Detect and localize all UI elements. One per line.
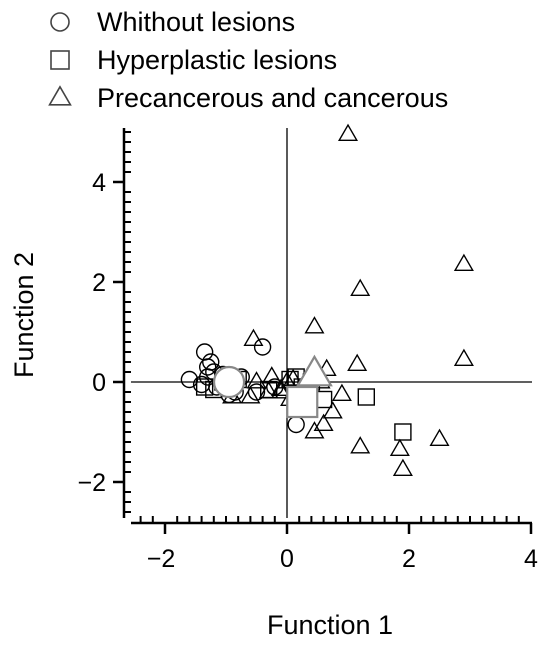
legend-item: Whithout lesions	[50, 7, 295, 37]
triangle-point	[246, 371, 267, 389]
x-axis-title: Function 1	[267, 610, 393, 640]
axes: −2 0 2 4 −2 0 2 4	[77, 128, 538, 573]
legend-label: Precancerous and cancerous	[97, 83, 448, 113]
triangle-point	[304, 316, 325, 334]
triangle-point	[283, 368, 304, 386]
triangle-centroid	[296, 354, 333, 387]
triangle-point	[240, 386, 261, 404]
triangle-point	[243, 328, 264, 346]
triangle-point	[304, 421, 325, 439]
x-tick-label: 2	[402, 545, 416, 573]
legend-square-icon	[50, 50, 70, 70]
x-tick-label: −2	[147, 545, 176, 573]
legend-item: Hyperplastic lesions	[50, 45, 337, 75]
square-point	[195, 378, 214, 396]
square-centroid	[286, 385, 319, 419]
x-tick-label: 4	[524, 545, 538, 573]
square-point	[357, 388, 375, 406]
circle-point	[198, 358, 217, 376]
circle-point	[253, 338, 272, 356]
triangle-point	[313, 413, 334, 431]
triangle-point	[347, 353, 368, 371]
triangle-point	[350, 436, 371, 454]
triangle-point	[331, 383, 352, 401]
group-centroids	[212, 354, 333, 419]
triangle-point	[350, 278, 371, 296]
x-tick-label: 0	[280, 545, 294, 573]
triangle-point	[270, 381, 291, 399]
triangle-point	[453, 348, 474, 366]
triangle-point	[392, 458, 413, 476]
legend-label: Whithout lesions	[97, 7, 295, 37]
triangle-point	[322, 401, 343, 419]
y-tick-label: 2	[92, 269, 106, 297]
y-tick-label: 4	[92, 169, 106, 197]
legend-label: Hyperplastic lesions	[97, 45, 337, 75]
square-point	[394, 423, 412, 441]
circle-point	[287, 415, 305, 434]
triangle-point	[337, 123, 359, 141]
y-tick-label: −2	[77, 469, 106, 497]
circle-centroid	[212, 365, 246, 399]
legend-circle-icon	[50, 12, 70, 32]
y-axis-title: Function 2	[9, 252, 39, 378]
legend-triangle-icon	[48, 85, 72, 106]
triangle-point	[316, 358, 337, 376]
legend: Whithout lesions Hyperplastic lesions Prec…	[48, 7, 448, 113]
triangle-point	[258, 381, 279, 399]
triangle-point	[261, 366, 282, 384]
triangle-point	[389, 438, 410, 456]
triangle-point	[453, 253, 474, 271]
y-tick-label: 0	[92, 369, 106, 397]
triangle-point	[429, 428, 450, 446]
triangle-point	[270, 378, 291, 396]
data-points	[180, 123, 474, 476]
legend-item: Precancerous and cancerous	[48, 83, 448, 113]
